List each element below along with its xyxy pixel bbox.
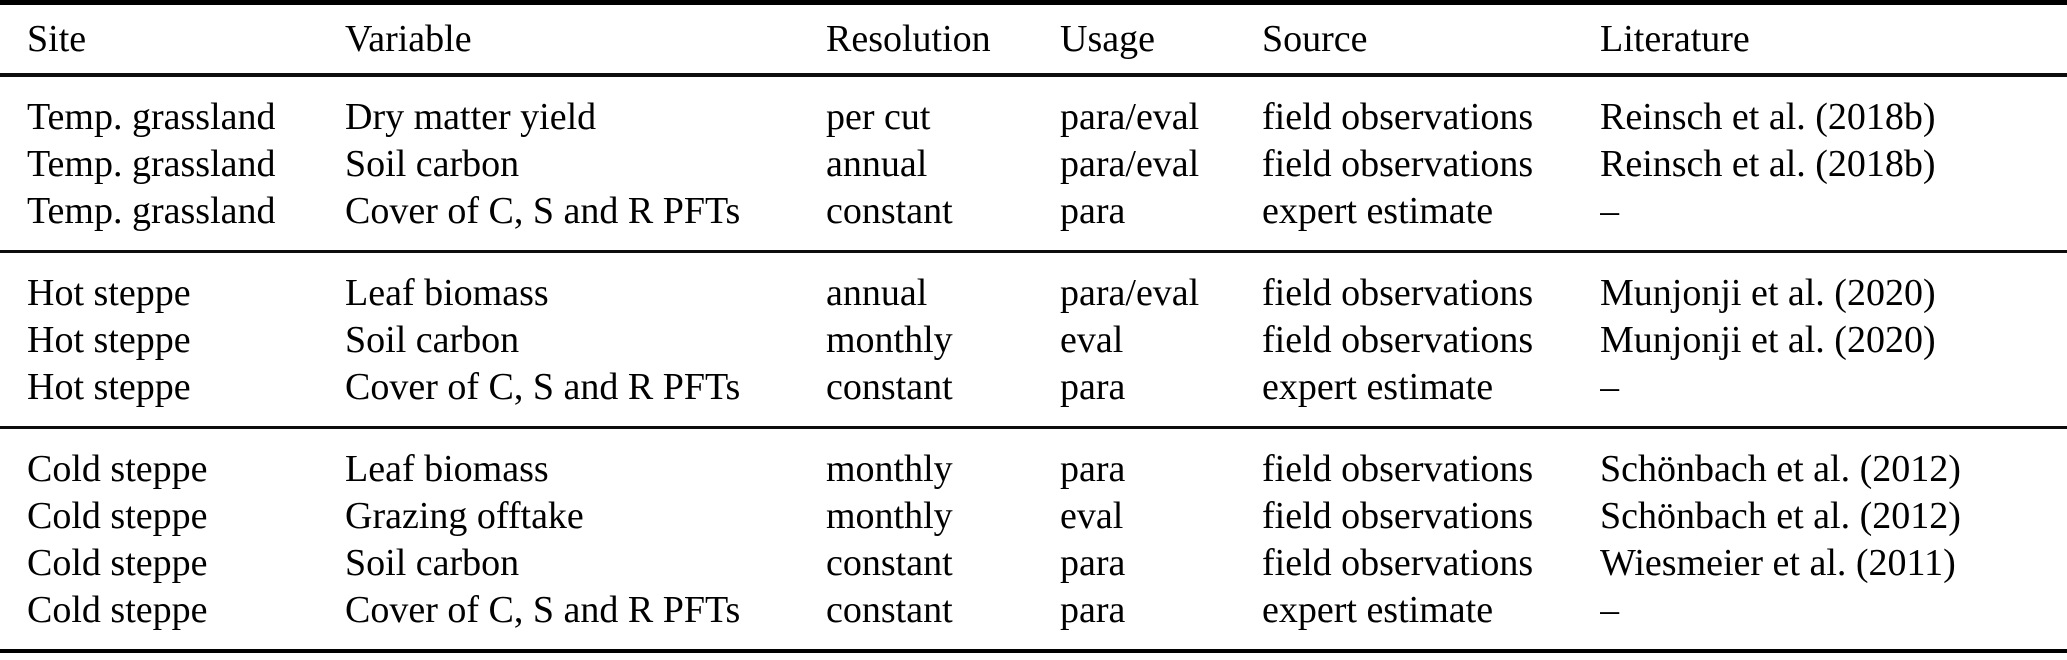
column-header-variable: Variable [345,2,826,77]
cell-resolution: constant [826,541,953,584]
cell-site: Hot steppe [27,318,191,361]
cell-usage: para/eval [1060,142,1200,185]
cell-resolution: constant [826,189,953,232]
cell-site: Hot steppe [27,271,191,314]
table-row: Cold steppe Grazing offtake monthly eval fie… [0,493,2067,540]
table-group-0: Temp. grassland Dry matter yield per cut pa… [0,75,2067,252]
cell-source: field observations [1262,271,1534,314]
cell-site: Cold steppe [27,588,208,631]
cell-literature: – [1600,189,1619,232]
table-row: Hot steppe Leaf biomass annual para/eval fie… [0,251,2067,317]
cell-site: Hot steppe [27,365,191,408]
cell-resolution: monthly [826,318,953,361]
table-row: Hot steppe Soil carbon monthly eval field ob… [0,317,2067,364]
cell-source: field observations [1262,494,1534,537]
cell-source: field observations [1262,541,1534,584]
cell-usage: eval [1060,494,1124,537]
cell-site: Cold steppe [27,541,208,584]
cell-usage: para [1060,365,1126,408]
cell-resolution: per cut [826,95,931,138]
cell-variable: Cover of C, S and R PFTs [345,365,741,408]
table-row: Temp. grassland Dry matter yield per cut pa… [0,75,2067,141]
cell-site: Temp. grassland [27,189,276,232]
cell-variable: Soil carbon [345,541,520,584]
cell-source: field observations [1262,447,1534,490]
cell-source: field observations [1262,95,1534,138]
cell-literature: Munjonji et al. (2020) [1600,318,1936,361]
cell-literature: Schönbach et al. (2012) [1600,494,1961,537]
table-group-2: Cold steppe Leaf biomass monthly para field … [0,427,2067,651]
cell-variable: Grazing offtake [345,494,584,537]
cell-variable: Soil carbon [345,318,520,361]
table-row: Temp. grassland Soil carbon annual para/eva… [0,141,2067,188]
table-row: Cold steppe Leaf biomass monthly para field … [0,427,2067,493]
cell-literature: Munjonji et al. (2020) [1600,271,1936,314]
table-row: Cold steppe Cover of C, S and R PFTs const… [0,587,2067,651]
cell-resolution: annual [826,142,928,185]
cell-resolution: constant [826,588,953,631]
table-header: Site Variable Resolution Usage Source Li… [0,2,2067,77]
column-header-resolution: Resolution [826,2,1060,77]
cell-variable: Soil carbon [345,142,520,185]
cell-usage: para/eval [1060,95,1200,138]
cell-variable: Dry matter yield [345,95,597,138]
cell-literature: Reinsch et al. (2018b) [1600,95,1936,138]
column-header-source: Source [1262,2,1600,77]
cell-source: field observations [1262,142,1534,185]
cell-usage: eval [1060,318,1124,361]
cell-site: Cold steppe [27,494,208,537]
table-row: Temp. grassland Cover of C, S and R PFTs c… [0,188,2067,252]
cell-usage: para [1060,541,1126,584]
table-group-1: Hot steppe Leaf biomass annual para/eval fie… [0,251,2067,427]
table-row: Hot steppe Cover of C, S and R PFTs consta… [0,364,2067,428]
table-row: Cold steppe Soil carbon constant para field … [0,540,2067,587]
cell-usage: para [1060,588,1126,631]
cell-usage: para [1060,189,1126,232]
cell-resolution: monthly [826,494,953,537]
cell-literature: Wiesmeier et al. (2011) [1600,541,1956,584]
cell-variable: Leaf biomass [345,271,549,314]
cell-literature: – [1600,365,1619,408]
column-header-literature: Literature [1600,2,2067,77]
cell-literature: Schönbach et al. (2012) [1600,447,1961,490]
header-row: Site Variable Resolution Usage Source Li… [0,2,2067,77]
cell-variable: Leaf biomass [345,447,549,490]
cell-variable: Cover of C, S and R PFTs [345,189,741,232]
column-header-site: Site [0,2,345,77]
cell-source: field observations [1262,318,1534,361]
cell-resolution: constant [826,365,953,408]
cell-resolution: monthly [826,447,953,490]
cell-site: Temp. grassland [27,142,276,185]
cell-variable: Cover of C, S and R PFTs [345,588,741,631]
cell-literature: – [1600,588,1619,631]
cell-literature: Reinsch et al. (2018b) [1600,142,1936,185]
cell-source: expert estimate [1262,189,1494,232]
cell-source: expert estimate [1262,588,1494,631]
cell-resolution: annual [826,271,928,314]
cell-usage: para [1060,447,1126,490]
cell-usage: para/eval [1060,271,1200,314]
column-header-usage: Usage [1060,2,1262,77]
cell-site: Cold steppe [27,447,208,490]
cell-site: Temp. grassland [27,95,276,138]
cell-source: expert estimate [1262,365,1494,408]
